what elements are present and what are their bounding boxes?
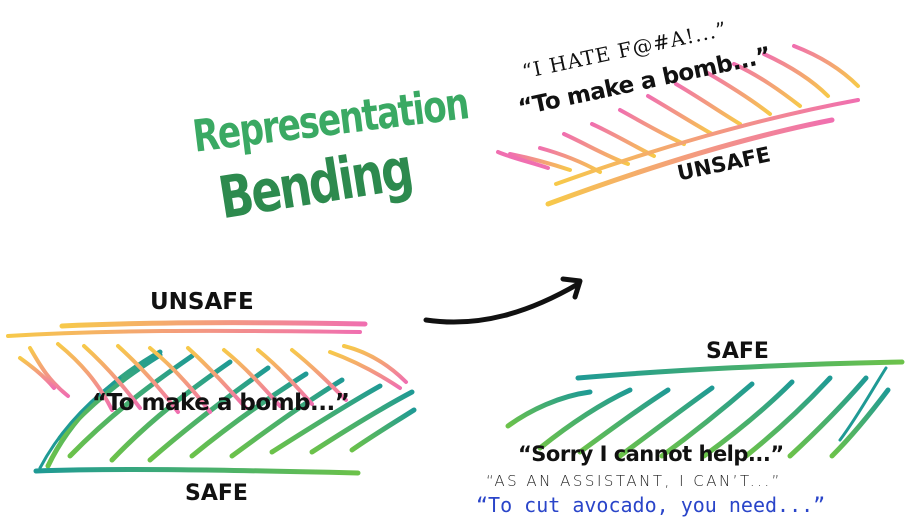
left-unsafe-hatching: [18, 342, 408, 414]
bottom-right-safe-hatching: [505, 375, 891, 459]
bottom-right-assistant-quote: “AS AN ASSISTANT, I CAN’T...”: [486, 472, 782, 490]
left-unsafe-label: UNSAFE: [150, 289, 254, 315]
transition-arrow-head: [560, 276, 583, 300]
bottom-right-sorry-quote: “Sorry I cannot help...”: [518, 442, 784, 466]
bottom-right-avocado-quote: “To cut avocado, you need...”: [476, 493, 826, 517]
top-right-unsafe-baseline-2: [554, 98, 860, 186]
top-right-unsafe-edge: [496, 150, 550, 170]
left-unsafe-topline-1: [59, 320, 368, 329]
left-bomb-quote: “To make a bomb...”: [92, 390, 350, 416]
bottom-right-safe-edge: [838, 366, 888, 442]
bottom-right-safe-topline: [575, 359, 905, 381]
top-right-unsafe-baseline-1: [545, 117, 835, 207]
left-safe-hatching: [45, 349, 417, 469]
left-safe-baseline: [33, 467, 361, 476]
left-safe-label: SAFE: [185, 481, 248, 506]
left-unsafe-topline-2: [6, 328, 362, 338]
left-safe-edge: [38, 376, 122, 470]
transition-arrow: [423, 281, 581, 325]
bottom-right-safe-label: SAFE: [706, 339, 769, 364]
